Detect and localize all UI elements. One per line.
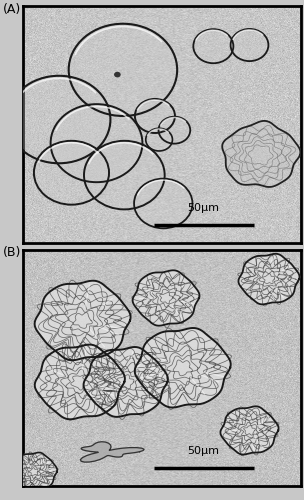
Polygon shape bbox=[135, 328, 231, 407]
Circle shape bbox=[85, 142, 164, 208]
Circle shape bbox=[146, 128, 172, 150]
Polygon shape bbox=[133, 270, 199, 326]
Polygon shape bbox=[11, 452, 57, 491]
Circle shape bbox=[194, 30, 233, 62]
Circle shape bbox=[136, 100, 174, 132]
Polygon shape bbox=[222, 121, 300, 187]
Text: 50μm: 50μm bbox=[188, 203, 219, 213]
Text: (B): (B) bbox=[3, 246, 21, 259]
Polygon shape bbox=[220, 406, 278, 455]
Polygon shape bbox=[35, 344, 125, 420]
Circle shape bbox=[135, 180, 192, 228]
Circle shape bbox=[9, 77, 109, 162]
Circle shape bbox=[35, 142, 108, 204]
Polygon shape bbox=[84, 347, 168, 417]
Circle shape bbox=[114, 72, 121, 78]
Circle shape bbox=[70, 25, 175, 114]
Text: (A): (A) bbox=[3, 4, 21, 16]
Polygon shape bbox=[238, 254, 299, 304]
Circle shape bbox=[52, 106, 141, 181]
Polygon shape bbox=[35, 280, 131, 360]
Circle shape bbox=[231, 30, 268, 60]
Text: 50μm: 50μm bbox=[188, 446, 219, 456]
Circle shape bbox=[159, 117, 190, 143]
Polygon shape bbox=[81, 442, 144, 462]
